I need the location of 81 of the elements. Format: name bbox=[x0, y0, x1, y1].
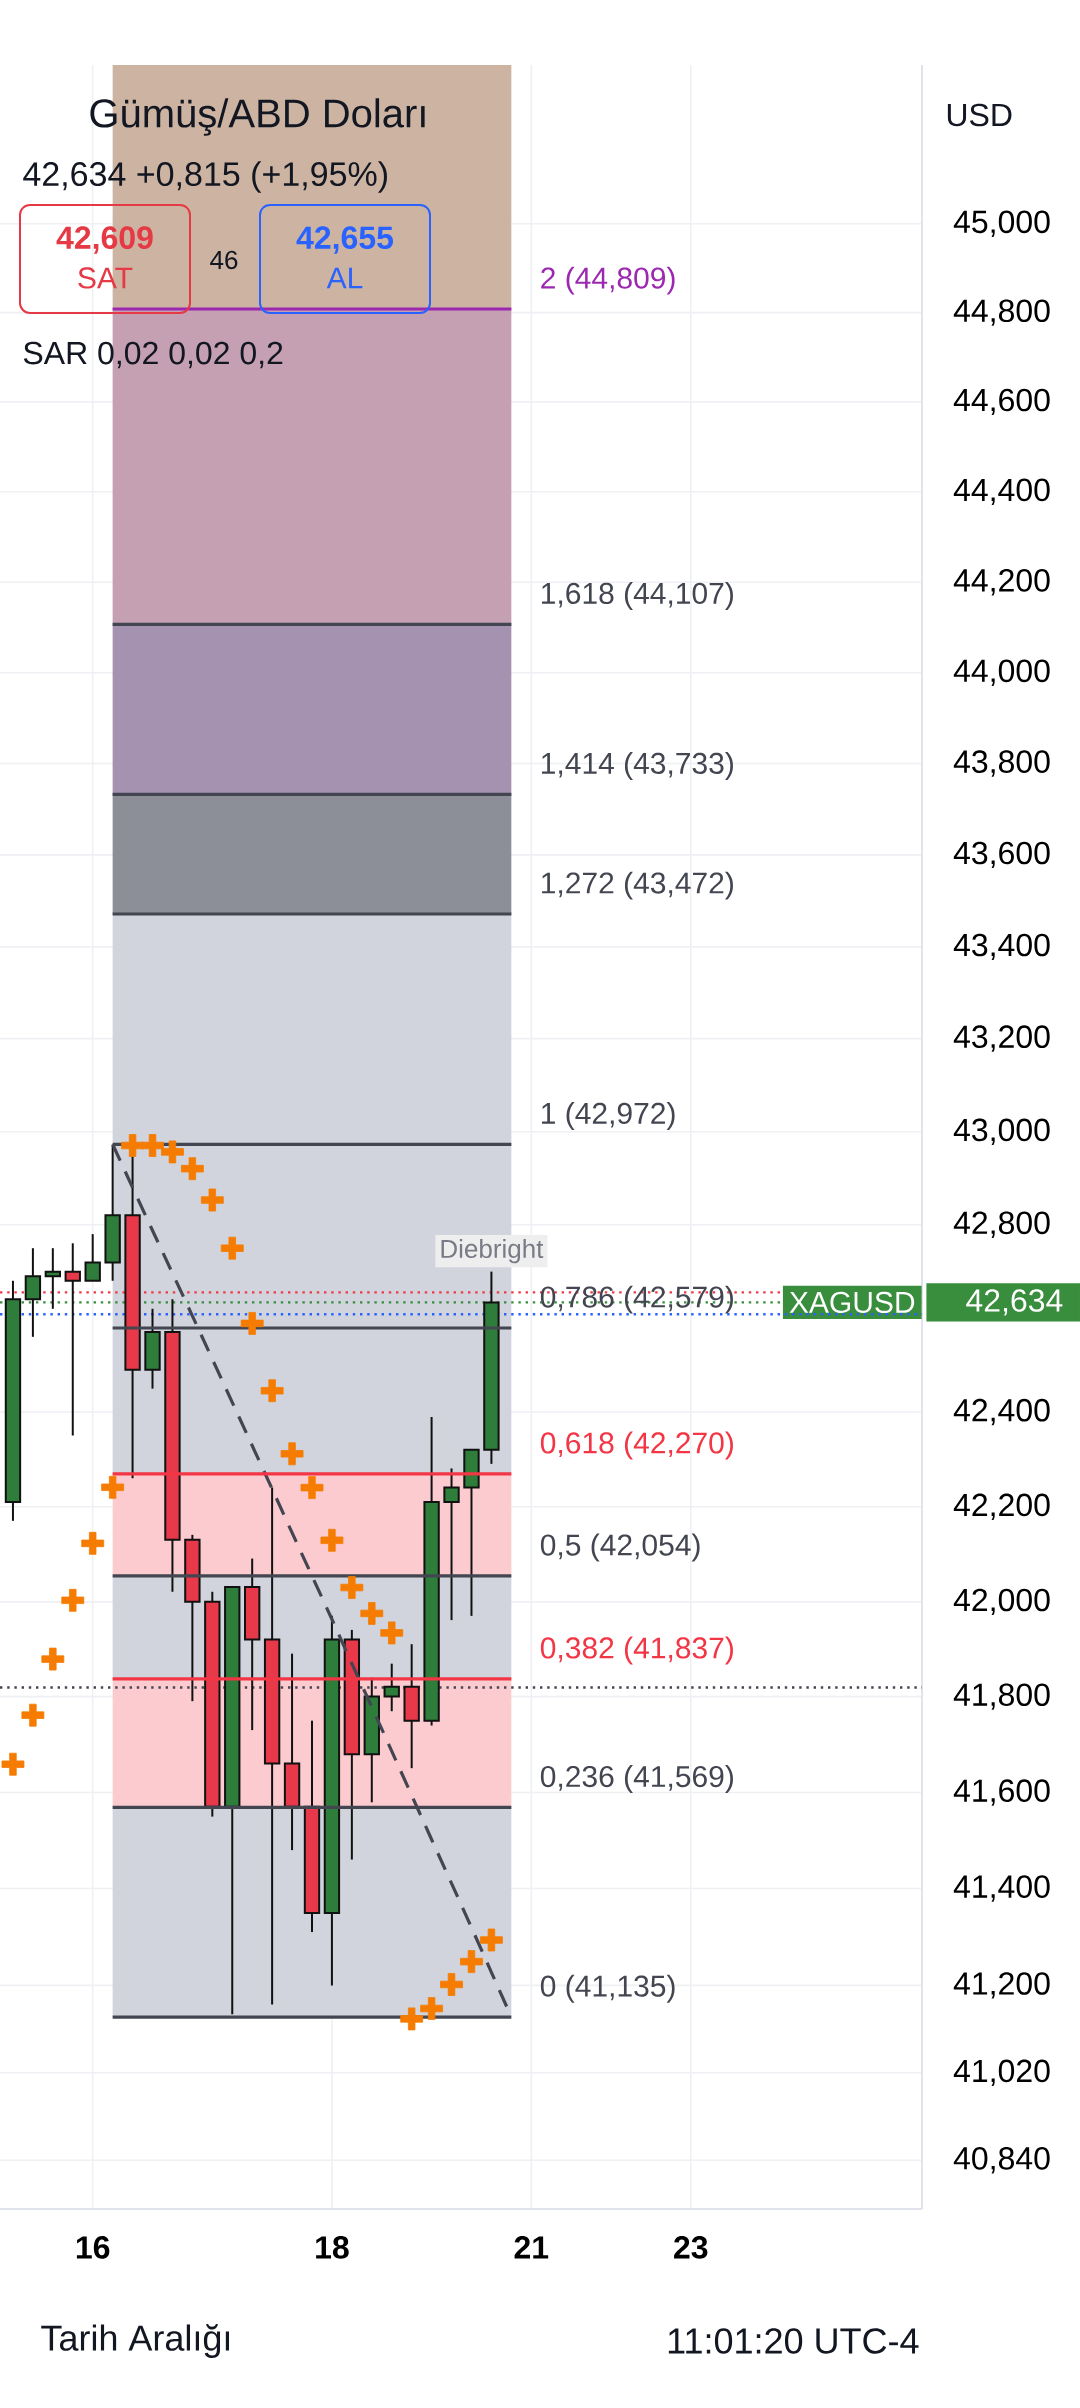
y-tick-label: 43,000 bbox=[953, 1118, 1050, 1145]
text: Tarih Aralığı bbox=[41, 2323, 229, 2358]
annotation: 0 (41,135) bbox=[540, 1974, 675, 2003]
y-tick-label: 44,800 bbox=[953, 299, 1050, 326]
y-tick-label: 43,800 bbox=[953, 750, 1050, 777]
annotation: 0,5 (42,054) bbox=[540, 1533, 700, 1562]
annotation: 1 (42,972) bbox=[542, 1101, 675, 1130]
y-tick-label: 43,200 bbox=[953, 1025, 1050, 1052]
y-tick-label: 42,200 bbox=[953, 1493, 1050, 1521]
ref-line-label: XAGUSD bbox=[789, 1291, 915, 1313]
y-tick-label: 41,600 bbox=[953, 1779, 1050, 1806]
point bbox=[41, 1647, 65, 1671]
y-tick-label: 41,800 bbox=[953, 1683, 1050, 1710]
annotation: 46 bbox=[210, 250, 238, 270]
point bbox=[280, 1442, 304, 1466]
candlestick bbox=[24, 1247, 42, 1338]
annotation: AL bbox=[326, 267, 363, 289]
x-tick-label: 16 bbox=[76, 2236, 110, 2259]
point bbox=[121, 1134, 144, 1157]
annotation: 0,786 (42,579) bbox=[540, 1285, 733, 1314]
point bbox=[260, 1379, 284, 1403]
x-tick-label: 18 bbox=[316, 2236, 349, 2259]
annotation: 0,236 (41,569) bbox=[540, 1765, 733, 1794]
annotation: 42,655 bbox=[296, 226, 394, 254]
y-tick-label: 41,400 bbox=[953, 1875, 1050, 1902]
point bbox=[300, 1476, 324, 1500]
candlestick bbox=[44, 1247, 61, 1310]
text: 42,634 bbox=[966, 1289, 1063, 1316]
point bbox=[1, 1752, 25, 1776]
point bbox=[380, 1621, 404, 1645]
y-tick-label: 44,000 bbox=[953, 659, 1050, 686]
point bbox=[480, 1928, 503, 1952]
annotation: 1,272 (43,472) bbox=[542, 871, 733, 900]
point bbox=[101, 1475, 125, 1499]
point bbox=[360, 1602, 384, 1625]
point bbox=[61, 1588, 85, 1612]
text: 11:01:20 UTC-4 bbox=[668, 2328, 919, 2354]
point bbox=[420, 1997, 443, 2020]
point bbox=[440, 1973, 463, 1996]
annotation: 42,609 bbox=[56, 226, 153, 254]
point bbox=[220, 1236, 244, 1260]
point bbox=[400, 2007, 424, 2031]
point bbox=[141, 1134, 164, 1157]
annotation: 0,618 (42,270) bbox=[540, 1431, 733, 1460]
y-tick-label: 45,000 bbox=[953, 210, 1050, 237]
y-tick-label: 42,000 bbox=[953, 1588, 1050, 1616]
y-tick-label: 42,400 bbox=[953, 1398, 1050, 1426]
y-tick-label: 42,800 bbox=[953, 1211, 1050, 1238]
x-tick-label: 23 bbox=[674, 2236, 708, 2259]
annotation: 0,382 (41,837) bbox=[540, 1636, 733, 1665]
annotation: SAT bbox=[78, 267, 133, 289]
candlestick bbox=[443, 1467, 460, 1622]
point bbox=[21, 1703, 45, 1727]
y-tick-label: 41,020 bbox=[953, 2059, 1050, 2087]
text: USD bbox=[947, 103, 1012, 127]
y-tick-label: 44,400 bbox=[953, 478, 1050, 505]
annotation: 2 (44,809) bbox=[541, 266, 675, 295]
point bbox=[320, 1528, 344, 1552]
y-tick-label: 43,400 bbox=[953, 933, 1050, 961]
candlestick bbox=[383, 1662, 400, 1713]
point bbox=[240, 1312, 264, 1335]
x-tick-label: 21 bbox=[514, 2236, 549, 2259]
annotation: Diebright bbox=[441, 1238, 544, 1264]
y-tick-label: 43,600 bbox=[953, 841, 1050, 869]
point bbox=[200, 1188, 224, 1212]
y-tick-label: 44,200 bbox=[953, 569, 1050, 596]
point bbox=[81, 1531, 105, 1555]
annotation: 1,414 (43,733) bbox=[542, 751, 733, 780]
point bbox=[180, 1157, 204, 1181]
point bbox=[460, 1950, 483, 1974]
text: 42,634 +0,815 (+1,95%) bbox=[23, 161, 387, 193]
y-tick-label: 44,600 bbox=[953, 388, 1050, 416]
annotation: 1,618 (44,107) bbox=[542, 581, 733, 610]
y-tick-label: 40,840 bbox=[953, 2147, 1050, 2174]
candlestick bbox=[84, 1233, 101, 1282]
text: Gümüş/ABD Doları bbox=[90, 98, 425, 136]
annotation: SAR 0,02 0,02 0,2 bbox=[23, 341, 283, 369]
candlestick bbox=[64, 1242, 81, 1437]
y-tick-label: 41,200 bbox=[953, 1972, 1050, 1999]
point bbox=[161, 1140, 184, 1164]
point bbox=[340, 1576, 364, 1599]
